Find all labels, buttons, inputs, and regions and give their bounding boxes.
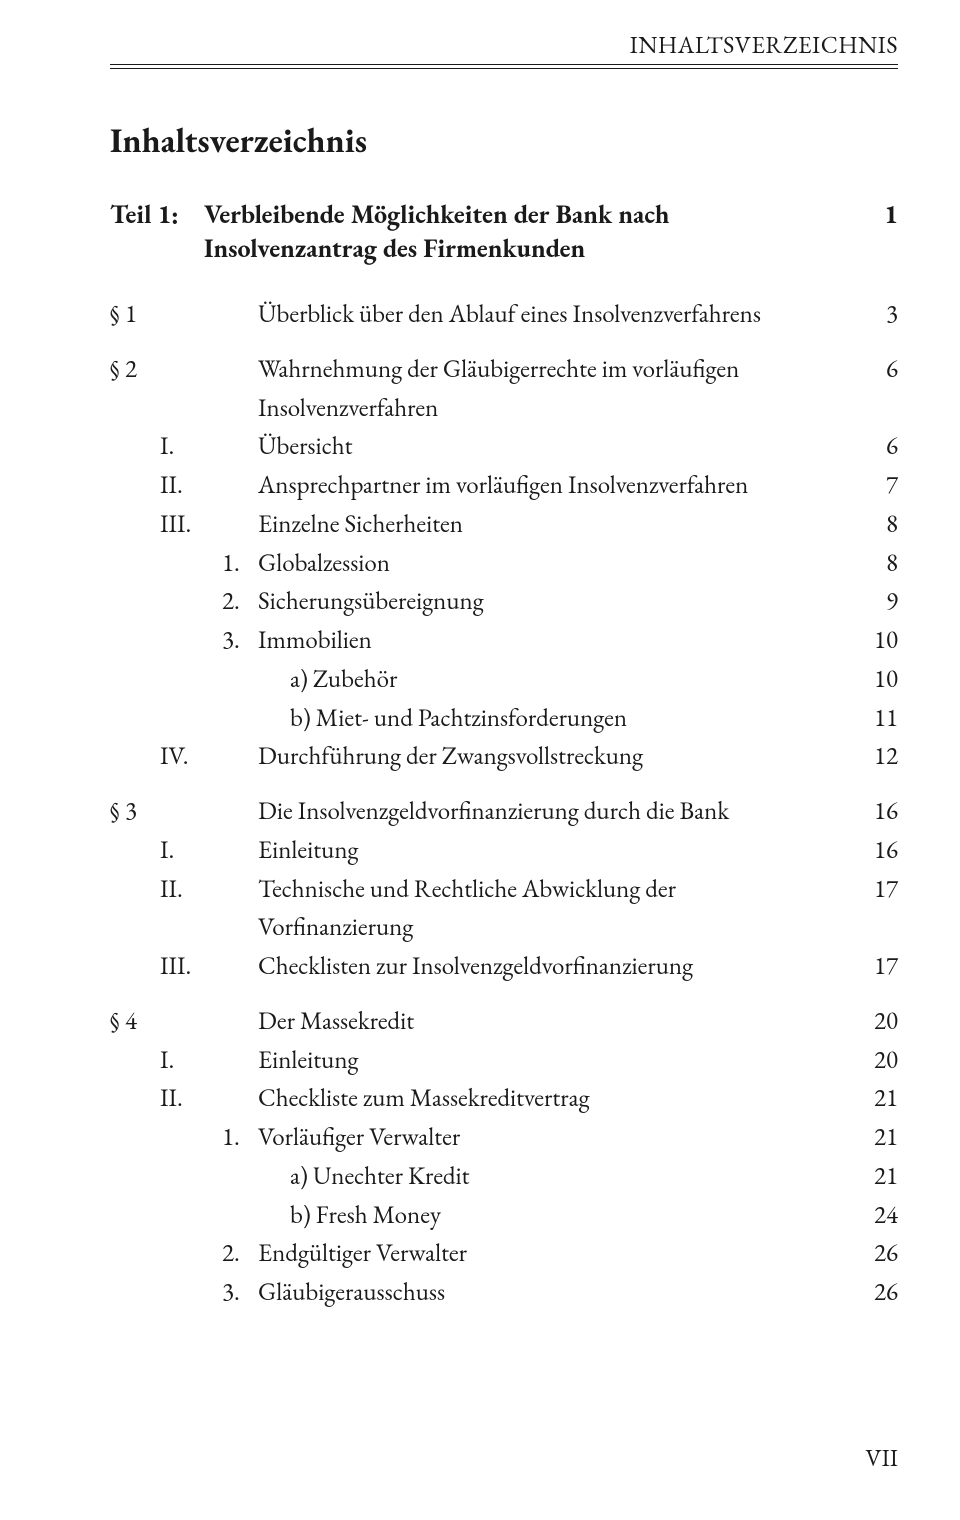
- toc-row: a) Unechter Kredit21: [110, 1157, 898, 1196]
- toc-row: a) Zubehör10: [110, 660, 898, 699]
- header-block: INHALTSVERZEICHNIS: [110, 30, 898, 69]
- toc-row: I. Einleitung16: [110, 831, 898, 870]
- toc-entry-title: b) Fresh Money: [258, 1196, 852, 1235]
- toc-entry-title: Einleitung: [258, 1041, 852, 1080]
- toc-entry-title: Gläubigerausschuss: [258, 1273, 852, 1312]
- toc-entry-title: a) Unechter Kredit: [258, 1157, 852, 1196]
- toc-section-marker: § 1: [110, 295, 160, 334]
- toc-entry-page: 8: [852, 544, 898, 583]
- part-heading: Teil 1: Verbleibende Möglichkeiten der B…: [110, 197, 898, 265]
- toc-entry-title: Der Massekredit: [258, 1002, 852, 1041]
- part-label: Teil 1:: [110, 197, 204, 265]
- toc-roman-marker: III.: [160, 505, 216, 544]
- toc-entry-page: 7: [852, 466, 898, 505]
- toc-entry-page: 26: [852, 1234, 898, 1273]
- toc-entry-title: Die Insolvenzgeldvorfinanzierung durch d…: [258, 792, 852, 831]
- toc-row: 3.Gläubigerausschuss26: [110, 1273, 898, 1312]
- table-of-contents: § 1 Überblick über den Ablauf eines Insol…: [110, 295, 898, 1312]
- toc-arabic-marker: 1.: [216, 1118, 258, 1157]
- toc-entry-page: 6: [852, 427, 898, 466]
- running-head: INHALTSVERZEICHNIS: [110, 30, 898, 64]
- toc-roman-marker: I.: [160, 427, 216, 466]
- toc-row: I. Übersicht6: [110, 427, 898, 466]
- page-title: Inhaltsverzeichnis: [110, 119, 898, 163]
- toc-roman-marker: III.: [160, 947, 216, 986]
- toc-entry-title: b) Miet- und Pachtzinsforderungen: [258, 699, 852, 738]
- toc-row: I. Einleitung20: [110, 1041, 898, 1080]
- part-title: Verbleibende Möglichkeiten der Bank nach…: [204, 197, 858, 265]
- toc-section-marker: § 4: [110, 1002, 160, 1041]
- toc-entry-page: 17: [852, 870, 898, 909]
- toc-entry-page: 8: [852, 505, 898, 544]
- header-rule: [110, 64, 898, 69]
- toc-entry-page: 20: [852, 1041, 898, 1080]
- toc-roman-marker: I.: [160, 831, 216, 870]
- page-number: VII: [866, 1443, 898, 1474]
- toc-arabic-marker: 3.: [216, 1273, 258, 1312]
- toc-row: III. Checklisten zur Insolvenzgeldvorfina…: [110, 947, 898, 986]
- toc-entry-page: 16: [852, 792, 898, 831]
- toc-entry-page: 12: [852, 737, 898, 776]
- toc-roman-marker: I.: [160, 1041, 216, 1080]
- part-page: 1: [858, 197, 898, 265]
- toc-row: § 2 Wahrnehmung der Gläubigerrechte im vo…: [110, 350, 898, 428]
- toc-entry-title: Einzelne Sicherheiten: [258, 505, 852, 544]
- toc-entry-page: 24: [852, 1196, 898, 1235]
- toc-entry-page: 10: [852, 621, 898, 660]
- toc-row: III. Einzelne Sicherheiten8: [110, 505, 898, 544]
- toc-row: b) Fresh Money24: [110, 1196, 898, 1235]
- toc-roman-marker: IV.: [160, 737, 216, 776]
- toc-entry-title: Ansprechpartner im vorläufigen Insolvenz…: [258, 466, 852, 505]
- toc-entry-title: Checklisten zur Insolvenzgeldvorfinanzie…: [258, 947, 852, 986]
- toc-row: 3.Immobilien10: [110, 621, 898, 660]
- toc-roman-marker: II.: [160, 466, 216, 505]
- toc-entry-title: Sicherungsübereignung: [258, 582, 852, 621]
- toc-entry-title: Durchführung der Zwangsvollstreckung: [258, 737, 852, 776]
- toc-arabic-marker: 2.: [216, 1234, 258, 1273]
- toc-entry-page: 11: [852, 699, 898, 738]
- toc-row: b) Miet- und Pachtzinsforderungen11: [110, 699, 898, 738]
- toc-arabic-marker: 1.: [216, 544, 258, 583]
- toc-arabic-marker: 3.: [216, 621, 258, 660]
- toc-roman-marker: II.: [160, 870, 216, 909]
- toc-entry-title: Technische und Rechtliche Abwicklung der…: [258, 870, 852, 948]
- toc-row: II. Technische und Rechtliche Abwicklung …: [110, 870, 898, 948]
- toc-row: II. Ansprechpartner im vorläufigen Insolv…: [110, 466, 898, 505]
- toc-arabic-marker: 2.: [216, 582, 258, 621]
- toc-entry-title: Wahrnehmung der Gläubigerrechte im vorlä…: [258, 350, 852, 428]
- toc-row: § 4 Der Massekredit20: [110, 1002, 898, 1041]
- toc-row: II. Checkliste zum Massekreditvertrag21: [110, 1079, 898, 1118]
- toc-row: § 1 Überblick über den Ablauf eines Insol…: [110, 295, 898, 334]
- toc-entry-page: 26: [852, 1273, 898, 1312]
- toc-row: § 3 Die Insolvenzgeldvorfinanzierung durc…: [110, 792, 898, 831]
- toc-section-marker: § 2: [110, 350, 160, 389]
- toc-entry-page: 20: [852, 1002, 898, 1041]
- toc-row: 2.Sicherungsübereignung9: [110, 582, 898, 621]
- toc-entry-page: 10: [852, 660, 898, 699]
- toc-entry-title: Checkliste zum Massekreditvertrag: [258, 1079, 852, 1118]
- toc-entry-page: 21: [852, 1157, 898, 1196]
- toc-entry-title: Überblick über den Ablauf eines Insolven…: [258, 295, 852, 334]
- toc-entry-page: 21: [852, 1118, 898, 1157]
- toc-row: IV. Durchführung der Zwangsvollstreckung1…: [110, 737, 898, 776]
- toc-entry-title: Übersicht: [258, 427, 852, 466]
- toc-entry-title: Einleitung: [258, 831, 852, 870]
- toc-entry-title: Globalzession: [258, 544, 852, 583]
- toc-entry-page: 16: [852, 831, 898, 870]
- toc-entry-page: 21: [852, 1079, 898, 1118]
- toc-entry-page: 17: [852, 947, 898, 986]
- toc-row: 1.Globalzession8: [110, 544, 898, 583]
- toc-entry-title: Vorläufiger Verwalter: [258, 1118, 852, 1157]
- toc-entry-title: Endgültiger Verwalter: [258, 1234, 852, 1273]
- toc-section-marker: § 3: [110, 792, 160, 831]
- toc-entry-title: Immobilien: [258, 621, 852, 660]
- toc-row: 2.Endgültiger Verwalter26: [110, 1234, 898, 1273]
- toc-entry-page: 6: [852, 350, 898, 389]
- toc-entry-title: a) Zubehör: [258, 660, 852, 699]
- toc-entry-page: 3: [852, 295, 898, 334]
- toc-entry-page: 9: [852, 582, 898, 621]
- toc-roman-marker: II.: [160, 1079, 216, 1118]
- toc-row: 1.Vorläufiger Verwalter21: [110, 1118, 898, 1157]
